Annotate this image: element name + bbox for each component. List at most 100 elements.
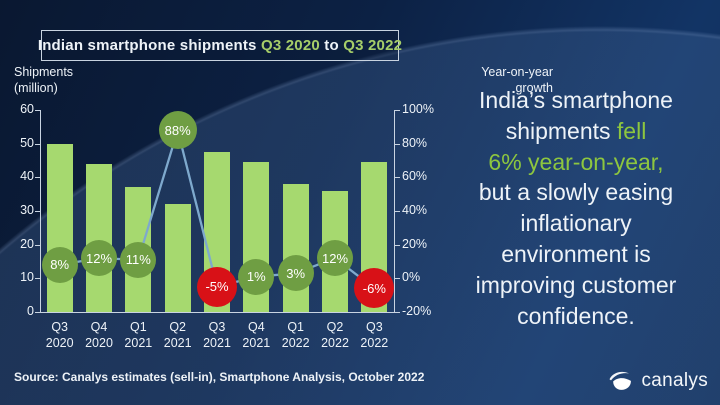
- left-axis-tick: [35, 143, 40, 145]
- x-axis-label-quarter: Q1: [287, 320, 304, 334]
- x-axis-label-quarter: Q3: [208, 320, 226, 334]
- x-axis-label-quarter: Q1: [129, 320, 147, 334]
- right-axis-tick-label: 100%: [402, 102, 434, 116]
- left-axis-tick: [35, 312, 40, 313]
- headline-line-3: but a slowly easing: [438, 177, 714, 208]
- right-axis-tick-label: 0%: [402, 270, 421, 285]
- left-axis-tick: [35, 278, 40, 280]
- x-axis-label-quarter: Q4: [247, 320, 265, 334]
- headline-line-0: India’s smartphone: [438, 85, 714, 116]
- growth-badge: 3%: [277, 255, 314, 292]
- growth-badge: -5%: [197, 266, 237, 307]
- chart-title-segment-2: to: [319, 37, 344, 54]
- left-axis-tick-label: 30: [20, 203, 34, 217]
- left-axis-tick-label: 0: [27, 304, 34, 318]
- x-axis-label: Q4 2020: [77, 319, 121, 351]
- headline-segment-1-1: fell: [616, 117, 647, 144]
- x-axis-label: Q1 2022: [274, 319, 318, 351]
- left-axis-title: Shipments (million): [14, 64, 73, 96]
- canalys-logo: canalys: [608, 369, 708, 392]
- left-axis-tick-label: 60: [20, 102, 34, 116]
- x-axis-label-quarter: Q2: [169, 320, 186, 334]
- right-axis-tick: [395, 244, 400, 246]
- left-axis-tick: [35, 244, 40, 246]
- headline-segment-1-0: shipments: [505, 117, 617, 144]
- headline-segment-6-0: improving customer: [475, 271, 677, 298]
- growth-badge: 88%: [158, 111, 197, 150]
- x-axis-label-quarter: Q3: [365, 320, 383, 334]
- growth-badge: 8%: [41, 246, 78, 283]
- x-axis-label-year: 2022: [360, 336, 389, 350]
- left-axis-title-line2: (million): [14, 81, 58, 95]
- right-axis-title: Year-on-year growth: [433, 64, 553, 96]
- chart-title-segment-0: Indian smartphone shipments: [37, 37, 261, 54]
- x-axis-label: Q2 2022: [313, 319, 357, 351]
- left-axis-tick: [35, 211, 40, 212]
- x-axis-label-year: 2021: [124, 336, 153, 350]
- left-axis-tick: [35, 110, 40, 111]
- growth-badge: 12%: [81, 240, 117, 277]
- right-axis-tick: [395, 143, 400, 145]
- growth-badge: 1%: [238, 258, 275, 295]
- growth-badge: 11%: [120, 241, 157, 278]
- left-axis-tick: [35, 177, 40, 179]
- axis-y-left: [40, 110, 41, 313]
- x-axis-label-year: 2021: [203, 336, 231, 350]
- left-axis-title-line1: Shipments: [14, 65, 74, 79]
- left-axis-tick-label: 10: [20, 270, 34, 285]
- right-axis-tick-label: 40%: [402, 203, 428, 217]
- headline-segment-2-0: 6% year-on-year,: [488, 148, 664, 175]
- headline-line-2: 6% year-on-year,: [438, 147, 714, 178]
- right-axis-tick: [395, 312, 400, 313]
- right-axis-tick-label: 20%: [402, 236, 428, 251]
- left-axis-tick-label: 20: [20, 236, 34, 251]
- right-axis-tick-label: -20%: [402, 304, 432, 318]
- right-axis-tick: [395, 278, 400, 280]
- right-axis-tick-label: 60%: [402, 169, 428, 184]
- headline-segment-3-0: but a slowly easing: [478, 179, 674, 206]
- headline-line-1: shipments fell: [438, 116, 714, 147]
- headline-segment-0-0: India’s smartphone: [479, 87, 673, 113]
- x-axis-label-year: 2020: [45, 336, 74, 350]
- canalys-swoosh-icon: [609, 371, 632, 390]
- x-axis-label: Q3 2020: [38, 319, 82, 351]
- right-axis-tick: [395, 177, 400, 179]
- headline-line-4: inflationary: [438, 208, 714, 239]
- headline-line-6: improving customer: [438, 270, 714, 301]
- headline-line-7: confidence.: [438, 301, 714, 332]
- right-axis-tick-label: 80%: [402, 135, 428, 150]
- headline-line-5: environment is: [438, 239, 714, 270]
- shipments-bar: [86, 163, 112, 312]
- x-axis-label: Q4 2021: [234, 319, 278, 351]
- right-axis-tick: [395, 211, 400, 212]
- growth-badge: -6%: [354, 268, 395, 309]
- x-axis-label: Q3 2021: [195, 319, 239, 351]
- shipments-bar: [164, 204, 191, 312]
- left-axis-tick-label: 40: [20, 169, 34, 184]
- x-axis-label-year: 2021: [242, 336, 271, 350]
- headline-segment-4-0: inflationary: [520, 210, 632, 237]
- x-axis-label-quarter: Q3: [51, 320, 68, 334]
- x-axis-label: Q2 2021: [156, 319, 200, 351]
- x-axis-label: Q3 2022: [352, 319, 396, 351]
- x-axis-label-quarter: Q4: [90, 320, 108, 334]
- headline-segment-5-0: environment is: [501, 240, 651, 267]
- axis-x: [40, 312, 395, 313]
- right-axis-tick: [395, 110, 400, 111]
- x-axis-label: Q1 2021: [116, 319, 160, 351]
- right-axis-title-line1: Year-on-year: [481, 65, 553, 79]
- x-axis-label-year: 2020: [85, 336, 113, 350]
- canalys-wordmark: canalys: [641, 369, 708, 391]
- axis-y-right: [394, 110, 395, 313]
- chart-title-segment-1: Q3 2020: [260, 37, 320, 54]
- headline-text: India’s smartphone shipments fell 6% year-…: [438, 85, 714, 331]
- chart-title-box: Indian smartphone shipments Q3 2020 to Q…: [38, 30, 402, 61]
- growth-badge: 12%: [317, 240, 353, 277]
- x-axis-label-year: 2021: [163, 336, 192, 350]
- right-axis-title-line2: growth: [515, 81, 553, 95]
- x-axis-label-year: 2022: [321, 336, 349, 350]
- chart-title: Indian smartphone shipments Q3 2020 to Q…: [38, 37, 402, 54]
- chart-title-segment-3: Q3 2022: [343, 37, 403, 54]
- headline-segment-7-0: confidence.: [517, 302, 635, 329]
